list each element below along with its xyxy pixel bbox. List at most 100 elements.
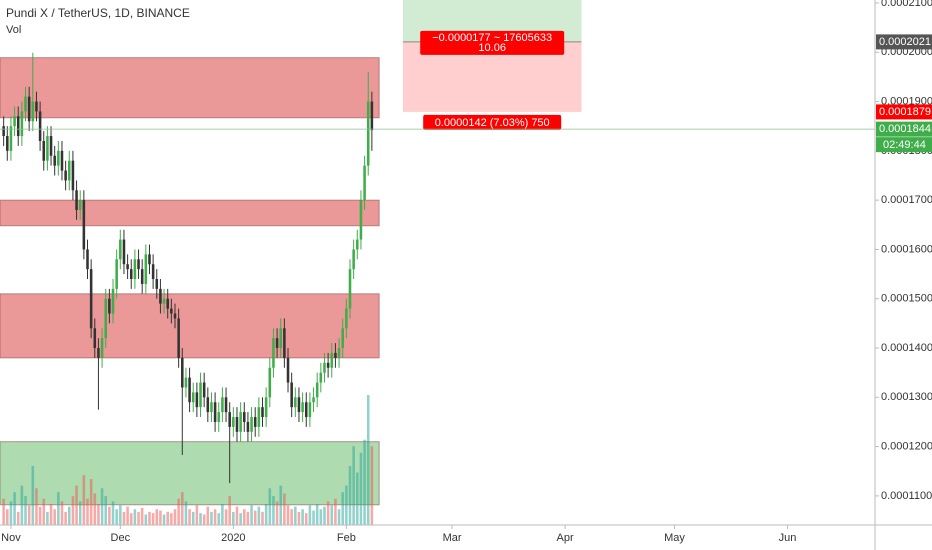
volume-bar — [283, 493, 286, 525]
candle-body — [246, 421, 250, 432]
candle-body — [356, 239, 359, 250]
volume-bar — [239, 513, 242, 525]
candle-body — [334, 352, 337, 358]
candle-body — [144, 254, 148, 284]
volume-bar — [268, 488, 272, 525]
candle-body — [78, 200, 82, 210]
candle-body — [67, 160, 71, 181]
volume-bar — [49, 504, 53, 525]
volume-bar — [195, 505, 199, 525]
candle-body — [352, 249, 355, 270]
volume-bar — [151, 513, 155, 525]
candle-body — [315, 382, 319, 398]
candle-body — [155, 279, 159, 289]
candle-body — [210, 402, 213, 413]
volume-bar — [257, 506, 261, 525]
volume-bar — [38, 506, 42, 525]
volume-bar — [294, 506, 297, 525]
volume-bar — [246, 511, 250, 525]
volume-bar — [221, 504, 224, 525]
candle-body — [297, 397, 301, 413]
volume-bar — [75, 485, 78, 525]
candle-body — [151, 264, 155, 280]
countdown: 02:49:44 — [883, 139, 926, 151]
volume-bar — [100, 488, 104, 525]
candle-body — [9, 126, 13, 151]
volume-bar — [126, 506, 129, 525]
candle-body — [159, 288, 162, 304]
volume-bar — [308, 505, 312, 525]
candle-body — [162, 298, 166, 304]
volume-bar — [60, 501, 64, 525]
volume-bar — [232, 511, 235, 525]
candle-body — [140, 269, 144, 284]
volume-bar — [181, 492, 184, 525]
candle-body — [301, 402, 304, 413]
y-tick-label: 0.0001600 — [881, 243, 932, 255]
chart-title: Pundi X / TetherUS, 1D, BINANCE — [6, 6, 190, 20]
volume-bar — [337, 509, 341, 525]
volume-bar — [370, 446, 374, 525]
x-tick-label: May — [664, 532, 685, 544]
candle-body — [24, 96, 27, 112]
volume-bar — [264, 504, 268, 525]
candle-body — [115, 259, 118, 289]
candle-body — [290, 382, 293, 408]
volume-bar — [242, 509, 246, 525]
x-tick-label: Feb — [337, 532, 356, 544]
zone — [0, 293, 380, 359]
candle-body — [184, 377, 188, 388]
candle-body — [359, 200, 363, 240]
candle-body — [363, 165, 366, 201]
candle-body — [108, 298, 111, 314]
x-tick-label: Nov — [1, 532, 21, 544]
candle-body — [46, 136, 49, 161]
candle-body — [119, 239, 122, 260]
x-tick-label: Jun — [779, 532, 797, 544]
candle-body — [191, 392, 195, 403]
volume-bar — [64, 511, 67, 525]
volume-bar — [89, 479, 93, 525]
volume-bar — [304, 513, 308, 525]
candle-body — [31, 101, 35, 122]
candle-body — [104, 298, 108, 339]
volume-bar — [27, 505, 31, 525]
candle-body — [177, 318, 180, 358]
candle-body — [111, 288, 115, 314]
volume-bar — [359, 452, 363, 525]
volume-bar — [173, 509, 177, 525]
volume-bar — [137, 511, 140, 525]
candle-body — [126, 264, 129, 270]
candle-body — [13, 116, 16, 127]
volume-bar — [115, 509, 118, 525]
volume-bar — [334, 498, 337, 525]
candle-body — [232, 417, 235, 427]
candle-body — [370, 101, 374, 131]
x-tick-label: Mar — [443, 532, 462, 544]
volume-bar — [93, 493, 97, 525]
candle-body — [304, 402, 308, 418]
price-badge — [876, 104, 932, 120]
volume-bar — [159, 510, 162, 525]
candle-body — [202, 382, 206, 398]
volume-bar — [312, 510, 315, 525]
candle-body — [279, 328, 283, 349]
candle-body — [341, 328, 344, 349]
zone — [0, 441, 380, 506]
price-badge-label: 0.0001844 — [879, 123, 931, 135]
candle-body — [366, 101, 370, 166]
candle-body — [57, 150, 60, 166]
candle-body — [206, 397, 210, 413]
volume-bar — [129, 513, 133, 525]
candle-body — [129, 269, 133, 280]
volume-bar — [104, 496, 108, 525]
candle-body — [20, 111, 24, 137]
volume-bar — [250, 505, 253, 525]
y-tick-label: 0.0001500 — [881, 293, 932, 305]
candle-body — [312, 397, 315, 403]
candle-body — [286, 357, 290, 383]
y-tick-label: 0.0001700 — [881, 194, 932, 206]
candle-body — [170, 308, 173, 314]
